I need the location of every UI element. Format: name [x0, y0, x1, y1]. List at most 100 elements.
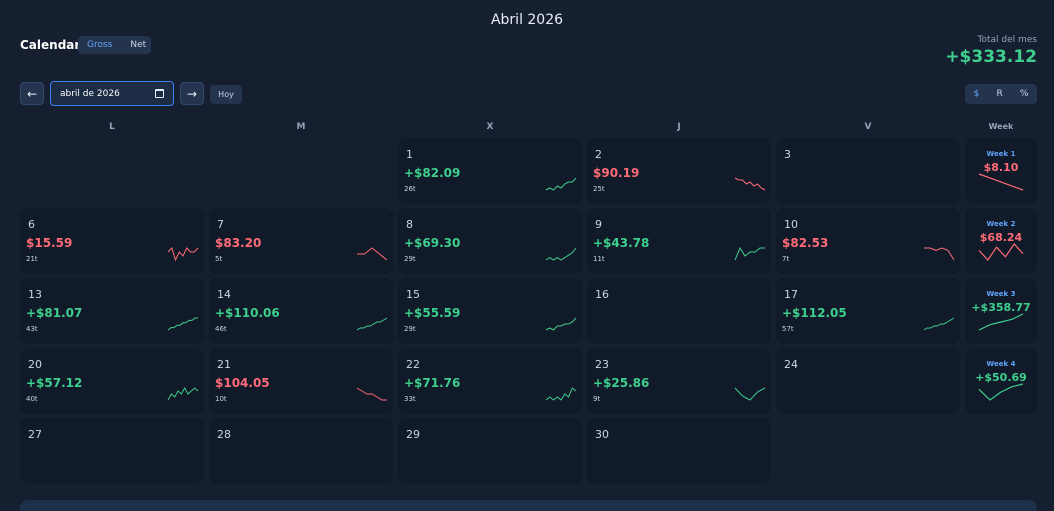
- day-cell[interactable]: 16: [587, 278, 771, 344]
- weekday-header-fri: V: [864, 122, 872, 132]
- day-number: 20: [28, 358, 42, 371]
- day-pnl: $82.53: [782, 236, 829, 250]
- day-number: 29: [406, 428, 420, 441]
- today-button[interactable]: Hoy: [210, 85, 242, 104]
- week-pnl: +$358.77: [971, 301, 1031, 314]
- day-pnl: +$110.06: [215, 306, 280, 320]
- sparkline-path: [545, 387, 577, 401]
- day-cell[interactable]: 14 +$110.06 46t: [209, 278, 393, 344]
- day-pnl: +$112.05: [782, 306, 847, 320]
- week-summary-card[interactable]: Week 3 +$358.77: [965, 278, 1037, 344]
- day-trade-count: 26t: [404, 185, 416, 193]
- sparkline-path: [545, 247, 577, 261]
- day-number: 24: [784, 358, 798, 371]
- day-sparkline: [545, 177, 577, 191]
- month-total-label: Total del mes: [977, 35, 1037, 45]
- day-trade-count: 40t: [26, 395, 38, 403]
- week-sparkline: [978, 313, 1024, 331]
- day-pnl: +$71.76: [404, 376, 461, 390]
- day-cell[interactable]: 28: [209, 418, 393, 484]
- day-trade-count: 29t: [404, 325, 416, 333]
- day-cell[interactable]: 10 $82.53 7t: [776, 208, 960, 274]
- prev-month-button[interactable]: ←: [20, 82, 44, 105]
- mode-percent[interactable]: %: [1019, 89, 1029, 99]
- day-number: 1: [406, 148, 413, 161]
- day-cell[interactable]: 21 $104.05 10t: [209, 348, 393, 414]
- day-cell[interactable]: 24: [776, 348, 960, 414]
- week-summary-card[interactable]: Week 2 $68.24: [965, 208, 1037, 274]
- net-option[interactable]: Net: [130, 40, 147, 50]
- month-picker-input[interactable]: abril de 2026: [50, 81, 174, 106]
- weekday-header-thu: J: [677, 122, 681, 132]
- day-cell[interactable]: 29: [398, 418, 582, 484]
- day-trade-count: 25t: [593, 185, 605, 193]
- sparkline-path: [357, 247, 388, 261]
- day-sparkline: [923, 317, 955, 331]
- sparkline-path: [734, 177, 766, 191]
- mode-dollar[interactable]: $: [973, 89, 980, 99]
- day-number: 28: [217, 428, 231, 441]
- day-sparkline: [734, 246, 765, 261]
- day-cell[interactable]: 22 +$71.76 33t: [398, 348, 582, 414]
- weekday-header-mon: L: [109, 122, 115, 132]
- sparkline-path: [167, 386, 199, 401]
- day-sparkline: [924, 247, 955, 261]
- day-trade-count: 21t: [26, 255, 38, 263]
- day-pnl: +$25.86: [593, 376, 650, 390]
- day-cell[interactable]: 7 $83.20 5t: [209, 208, 393, 274]
- next-month-button[interactable]: →: [180, 82, 204, 105]
- sparkline-path: [734, 246, 765, 261]
- day-cell[interactable]: 6 $15.59 21t: [20, 208, 204, 274]
- day-number: 2: [595, 148, 602, 161]
- day-number: 8: [406, 218, 413, 231]
- day-pnl: $15.59: [26, 236, 73, 250]
- sparkline-path: [978, 383, 1024, 401]
- day-sparkline: [356, 387, 387, 401]
- day-cell[interactable]: 13 +$81.07 43t: [20, 278, 204, 344]
- sparkline-path: [545, 317, 577, 331]
- week-summary-card[interactable]: Week 1 $8.10: [965, 138, 1037, 204]
- day-sparkline: [734, 177, 766, 191]
- week-label: Week 2: [986, 220, 1016, 228]
- day-sparkline: [545, 247, 577, 261]
- weekday-header-tue: M: [296, 122, 306, 132]
- gross-option[interactable]: Gross: [87, 40, 113, 50]
- calendar-icon[interactable]: [155, 89, 164, 98]
- day-number: 30: [595, 428, 609, 441]
- sparkline-path: [167, 247, 199, 262]
- day-cell[interactable]: 20 +$57.12 40t: [20, 348, 204, 414]
- sparkline-path: [734, 387, 766, 401]
- day-cell[interactable]: 3: [776, 138, 960, 204]
- app-title: Calendar: [20, 38, 81, 52]
- week-sparkline: [978, 243, 1024, 261]
- sparkline-path: [924, 247, 955, 261]
- day-trade-count: 10t: [215, 395, 227, 403]
- day-sparkline: [545, 387, 577, 401]
- gross-net-toggle[interactable]: Gross Net: [78, 36, 151, 54]
- day-cell[interactable]: 9 +$43.78 11t: [587, 208, 771, 274]
- day-cell[interactable]: 1 +$82.09 26t: [398, 138, 582, 204]
- day-number: 17: [784, 288, 798, 301]
- sparkline-path: [545, 177, 577, 191]
- day-sparkline: [545, 317, 577, 331]
- day-cell[interactable]: 23 +$25.86 9t: [587, 348, 771, 414]
- day-cell[interactable]: 8 +$69.30 29t: [398, 208, 582, 274]
- sparkline-path: [978, 313, 1024, 331]
- day-number: 7: [217, 218, 224, 231]
- day-cell[interactable]: 30: [587, 418, 771, 484]
- day-pnl: +$69.30: [404, 236, 461, 250]
- day-cell[interactable]: 17 +$112.05 57t: [776, 278, 960, 344]
- mode-r[interactable]: R: [996, 89, 1003, 99]
- day-cell[interactable]: 27: [20, 418, 204, 484]
- week-sparkline: [978, 173, 1024, 191]
- day-pnl: +$82.09: [404, 166, 461, 180]
- day-trade-count: 11t: [593, 255, 605, 263]
- day-cell[interactable]: 2 $90.19 25t: [587, 138, 771, 204]
- week-summary-card[interactable]: Week 4 +$50.69: [965, 348, 1037, 414]
- display-mode-group: $ R %: [965, 84, 1037, 104]
- day-pnl: $90.19: [593, 166, 640, 180]
- month-picker-value: abril de 2026: [60, 88, 120, 99]
- day-pnl: +$81.07: [26, 306, 83, 320]
- day-cell[interactable]: 15 +$55.59 29t: [398, 278, 582, 344]
- week-pnl: +$50.69: [975, 371, 1027, 384]
